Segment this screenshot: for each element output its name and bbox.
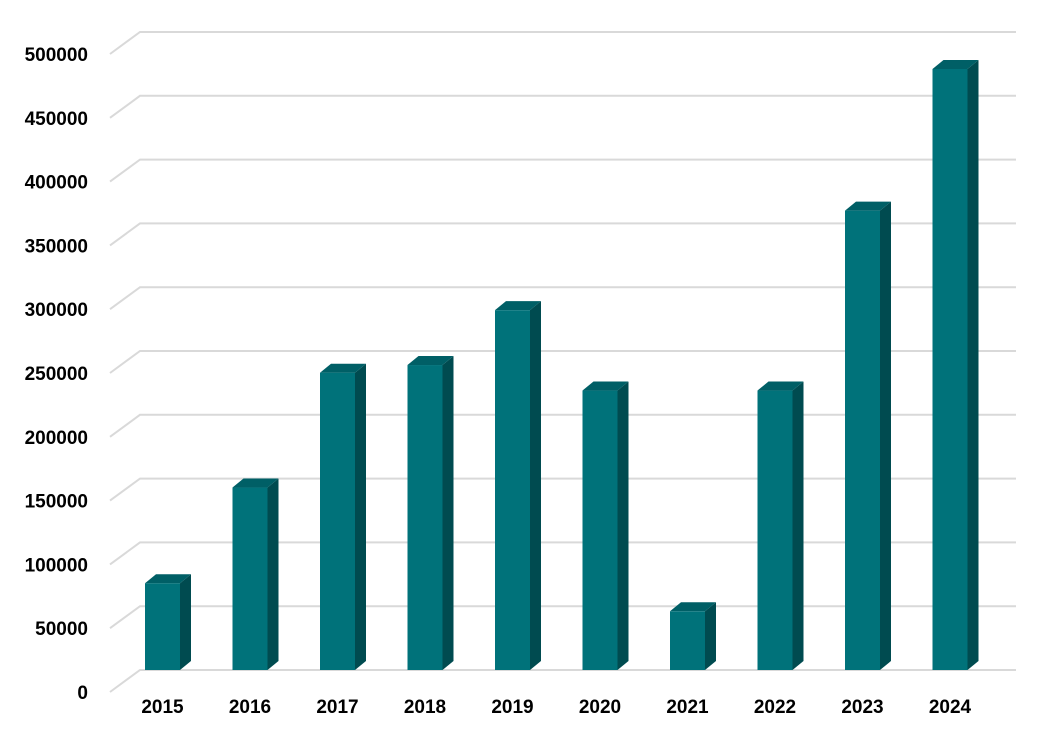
bar-front: [232, 487, 268, 670]
gridline: [109, 222, 1016, 247]
y-tick-label: 450000: [25, 109, 88, 130]
x-tick-label: 2023: [841, 697, 883, 718]
y-axis-ticks: 0 50000 100000 150000 200000 250000 300000 3500…: [25, 45, 88, 704]
bar-side: [880, 201, 891, 670]
bar-2024: [932, 60, 979, 670]
bar-2017: [320, 363, 366, 670]
x-axis-ticks: 2015 2016 2017 2018 2019 2020 2021 2022 2023 2024: [141, 697, 971, 718]
bar-side: [967, 60, 979, 670]
bar-side: [267, 478, 279, 670]
bar-top: [407, 356, 454, 366]
y-tick-label: 100000: [25, 555, 88, 576]
gridline: [109, 669, 1016, 693]
gridline: [109, 158, 1016, 183]
gridline: [109, 350, 1016, 374]
bar-side: [617, 381, 629, 670]
bar-top: [845, 201, 891, 211]
gridline: [109, 286, 1016, 311]
bar-2019: [495, 301, 541, 670]
bar-top: [932, 60, 979, 70]
bar-2023: [845, 201, 891, 670]
bar-top: [757, 381, 804, 391]
y-tick-label: 400000: [25, 173, 88, 194]
bar-front: [582, 390, 618, 670]
bar-top: [670, 602, 716, 612]
bar-front: [145, 583, 180, 670]
gridline: [109, 477, 1016, 502]
y-tick-label: 150000: [25, 492, 88, 513]
bar-top: [495, 301, 541, 311]
x-tick-label: 2021: [666, 697, 709, 718]
gridline: [109, 94, 1016, 119]
bar-front: [932, 69, 968, 670]
bar-top: [320, 363, 366, 373]
bar-2018: [407, 356, 454, 670]
bar-top: [232, 478, 279, 488]
bar-side: [792, 381, 804, 670]
bar-top: [582, 381, 629, 391]
x-tick-label: 2024: [929, 697, 972, 718]
y-tick-label: 200000: [25, 428, 88, 449]
bar-front: [845, 210, 880, 670]
bar-2021: [670, 602, 716, 670]
bar-front: [757, 390, 793, 670]
x-tick-label: 2017: [316, 697, 358, 718]
x-tick-label: 2018: [404, 697, 446, 718]
bars: [145, 60, 979, 670]
bar-2022: [757, 381, 804, 670]
bar-front: [670, 611, 705, 670]
y-tick-label: 300000: [25, 300, 88, 321]
bar-2016: [232, 478, 279, 670]
y-tick-label: 350000: [25, 236, 88, 257]
gridline: [109, 31, 1016, 55]
bar-front: [320, 372, 355, 670]
x-tick-label: 2019: [491, 697, 533, 718]
x-tick-label: 2020: [579, 697, 621, 718]
x-tick-label: 2016: [229, 697, 271, 718]
y-tick-label: 500000: [25, 45, 88, 66]
gridline: [109, 541, 1016, 566]
bar-side: [705, 602, 716, 670]
gridlines: [109, 31, 1016, 693]
bar-side: [355, 363, 366, 670]
y-tick-label: 50000: [35, 619, 88, 640]
y-tick-label: 0: [77, 683, 88, 704]
x-tick-label: 2015: [141, 697, 184, 718]
x-tick-label: 2022: [754, 697, 796, 718]
bar-side: [180, 574, 191, 670]
bar-side: [442, 356, 454, 670]
bar-side: [530, 301, 541, 670]
bar-2020: [582, 381, 629, 670]
bar-front: [495, 310, 530, 670]
bar-top: [145, 574, 191, 584]
bar-front: [407, 365, 443, 670]
bar-2015: [145, 574, 191, 670]
y-tick-label: 250000: [25, 364, 88, 385]
gridline: [109, 605, 1016, 630]
gridline: [109, 413, 1016, 438]
